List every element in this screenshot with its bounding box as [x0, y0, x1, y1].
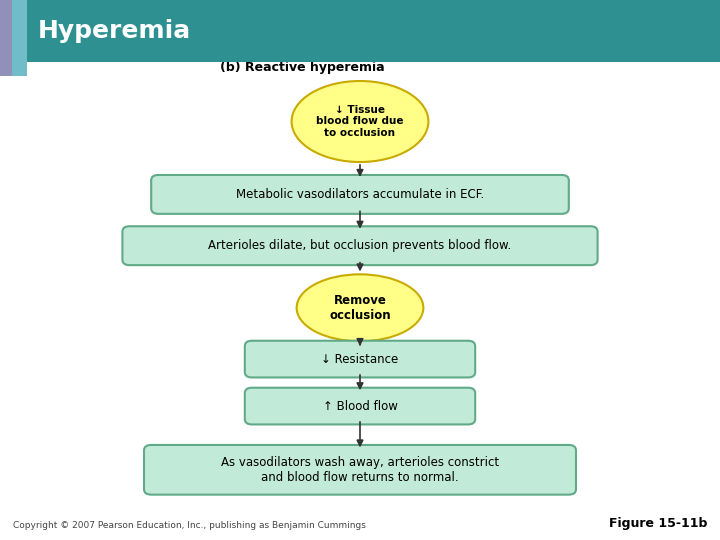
FancyBboxPatch shape	[245, 341, 475, 377]
Text: (b) Reactive hyperemia: (b) Reactive hyperemia	[220, 61, 384, 74]
FancyBboxPatch shape	[144, 445, 576, 495]
Bar	[0, 0, 720, 62]
Text: Remove
occlusion: Remove occlusion	[329, 294, 391, 322]
FancyBboxPatch shape	[245, 388, 475, 424]
FancyBboxPatch shape	[151, 175, 569, 214]
Text: Metabolic vasodilators accumulate in ECF.: Metabolic vasodilators accumulate in ECF…	[236, 188, 484, 201]
Text: ↓ Resistance: ↓ Resistance	[321, 353, 399, 366]
Ellipse shape	[292, 81, 428, 162]
Bar	[0, 0, 12, 76]
Text: ↓ Tissue
blood flow due
to occlusion: ↓ Tissue blood flow due to occlusion	[316, 105, 404, 138]
FancyBboxPatch shape	[122, 226, 598, 265]
Ellipse shape	[297, 274, 423, 341]
Text: Arterioles dilate, but occlusion prevents blood flow.: Arterioles dilate, but occlusion prevent…	[208, 239, 512, 252]
Text: As vasodilators wash away, arterioles constrict
and blood flow returns to normal: As vasodilators wash away, arterioles co…	[221, 456, 499, 484]
Bar	[0, 0, 27, 76]
Text: Figure 15-11b: Figure 15-11b	[608, 517, 707, 530]
Text: ↑ Blood flow: ↑ Blood flow	[323, 400, 397, 413]
Text: Hyperemia: Hyperemia	[37, 19, 191, 43]
Text: Copyright © 2007 Pearson Education, Inc., publishing as Benjamin Cummings: Copyright © 2007 Pearson Education, Inc.…	[13, 521, 366, 530]
